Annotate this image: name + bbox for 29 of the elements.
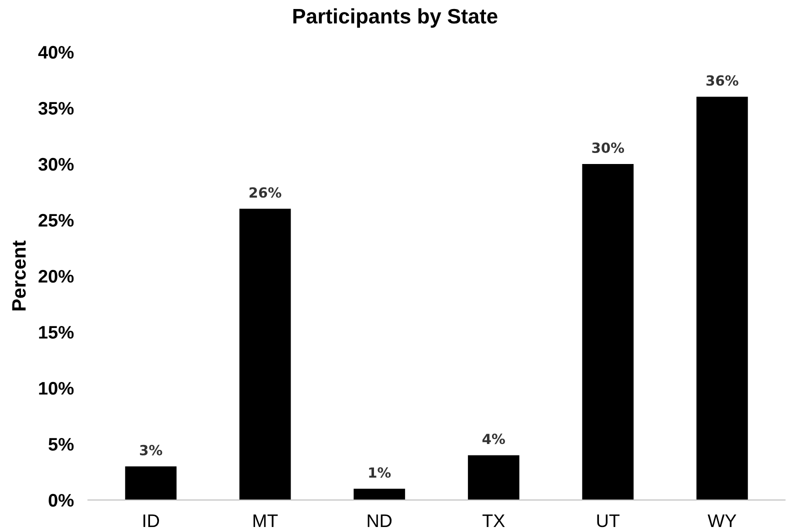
data-label: 4%: [482, 434, 505, 444]
x-tick-label: MT: [254, 514, 278, 527]
bar: [696, 96, 748, 500]
x-tick-label: WY: [708, 514, 736, 527]
x-tick-label: ID: [143, 514, 160, 527]
y-tick-label: 20%: [38, 270, 74, 283]
y-tick-label: 0%: [48, 494, 74, 507]
y-tick-label: 30%: [38, 158, 74, 171]
bar: [582, 164, 634, 500]
y-tick-label: 40%: [38, 46, 74, 59]
x-tick-label: ND: [368, 514, 392, 527]
data-label: 36%: [706, 75, 738, 86]
x-tick-label: UT: [597, 514, 620, 528]
y-tick-label: 10%: [39, 382, 74, 395]
y-tick-label: 35%: [38, 102, 74, 115]
bar: [239, 208, 291, 500]
bar: [354, 488, 406, 500]
y-axis-title: Percent: [12, 240, 26, 310]
data-label: 30%: [592, 142, 624, 153]
y-tick-label: 5%: [48, 438, 74, 451]
chart-title: Participants by State: [293, 8, 498, 28]
bar: [468, 455, 520, 500]
x-tick-label: TX: [482, 514, 505, 527]
data-label: 1%: [369, 467, 391, 478]
y-tick-label: 15%: [39, 326, 74, 339]
data-label: 26%: [250, 187, 282, 198]
data-label: 3%: [140, 444, 162, 456]
y-tick-label: 25%: [38, 214, 74, 227]
bar: [125, 466, 177, 500]
